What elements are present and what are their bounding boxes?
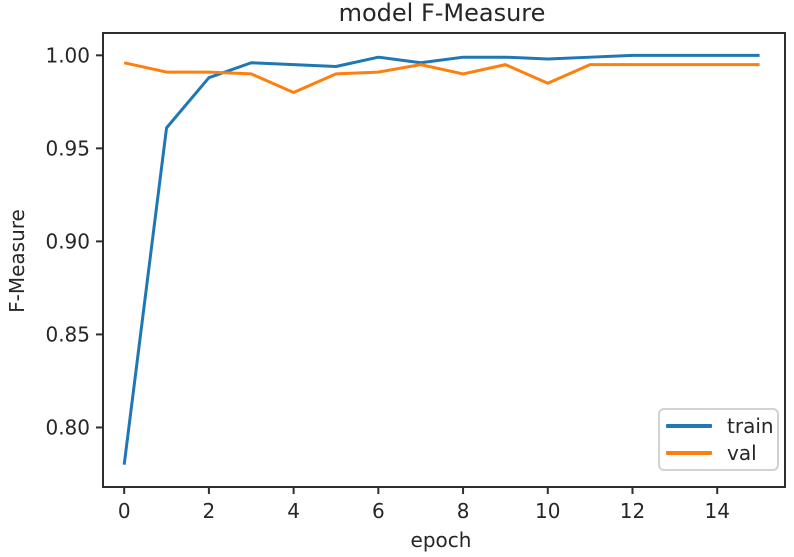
axes-frame xyxy=(102,32,786,488)
x-tick-label: 0 xyxy=(118,499,131,523)
y-tick-label: 0.80 xyxy=(45,415,90,439)
x-tick-label: 8 xyxy=(457,499,470,523)
chart-title: model F-Measure xyxy=(339,0,546,27)
legend-item-train: train xyxy=(666,416,777,436)
legend-label-val: val xyxy=(727,440,757,465)
plot-area: 0 2 4 6 8 10 12 14 0.80 0.85 0.90 0.95 1.00 xyxy=(45,32,786,523)
x-tick-label: 2 xyxy=(203,499,216,523)
y-tick-label: 0.95 xyxy=(45,136,90,160)
train-series-line xyxy=(122,53,760,465)
y-tick-label: 0.90 xyxy=(45,229,90,253)
x-tick-label: 10 xyxy=(535,499,560,523)
y-tick-label: 0.85 xyxy=(45,322,90,346)
x-tick-label: 12 xyxy=(620,499,645,523)
legend: train val xyxy=(658,408,779,471)
x-tick-label: 6 xyxy=(372,499,385,523)
y-tick-label: 1.00 xyxy=(45,43,90,67)
legend-label-train: train xyxy=(727,414,774,439)
x-axis-label: epoch xyxy=(411,528,472,552)
val-line-swatch xyxy=(666,450,712,455)
legend-item-val: val xyxy=(666,443,777,463)
x-tick-label: 4 xyxy=(287,499,300,523)
val-series-line xyxy=(123,61,760,95)
y-axis-label: F-Measure xyxy=(5,209,29,313)
x-tick-label: 14 xyxy=(704,499,729,523)
train-line-swatch xyxy=(666,424,712,429)
